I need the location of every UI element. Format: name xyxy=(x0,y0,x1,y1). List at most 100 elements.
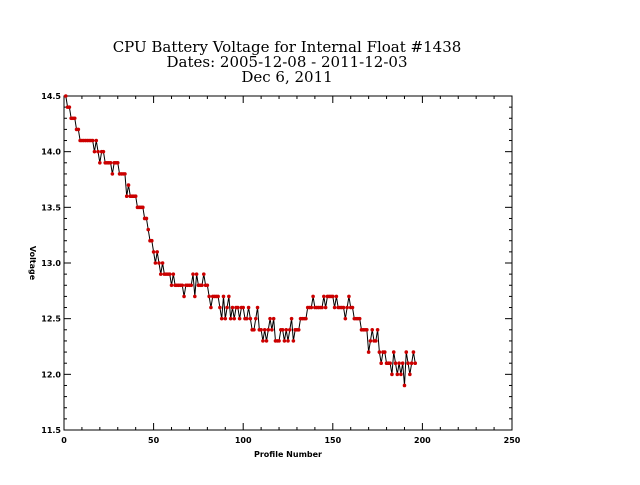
voltage-point xyxy=(151,250,156,254)
voltage-point xyxy=(158,272,163,276)
voltage-point xyxy=(377,350,382,354)
voltage-point xyxy=(72,116,77,121)
y-tick-label: 12.0 xyxy=(41,370,61,379)
voltage-point xyxy=(236,305,240,310)
voltage-point xyxy=(391,350,396,354)
voltage-point xyxy=(409,361,414,366)
voltage-point xyxy=(404,350,409,354)
voltage-point xyxy=(167,272,172,276)
voltage-point xyxy=(365,328,369,332)
voltage-point xyxy=(280,328,285,332)
voltage-point xyxy=(123,172,127,176)
voltage-point xyxy=(76,127,81,132)
voltage-point xyxy=(408,372,412,377)
x-axis-label: Profile Number xyxy=(254,450,322,459)
voltage-point xyxy=(284,328,289,332)
voltage-point xyxy=(341,305,346,310)
voltage-point xyxy=(246,305,251,310)
chart-title-line-1: CPU Battery Voltage for Internal Float #… xyxy=(113,38,462,56)
voltage-point xyxy=(232,316,237,321)
voltage-point xyxy=(379,361,383,366)
y-tick-label: 13.5 xyxy=(41,203,61,212)
voltage-point xyxy=(357,316,362,321)
y-axis-ticks: 11.5 12.0 12.5 13.0 13.5 14.0 14.5 xyxy=(41,92,512,435)
voltage-point xyxy=(90,138,95,143)
voltage-point xyxy=(200,283,204,288)
voltage-point xyxy=(266,328,271,332)
chart-title-line-2: Dates: 2005-12-08 - 2011-12-03 xyxy=(167,53,408,71)
voltage-point xyxy=(399,372,403,377)
voltage-point xyxy=(406,361,410,366)
voltage-point xyxy=(201,272,206,276)
voltage-point xyxy=(194,272,199,276)
voltage-point xyxy=(395,372,400,377)
voltage-point xyxy=(262,328,267,332)
voltage-point xyxy=(332,305,337,310)
voltage-point xyxy=(171,272,176,276)
voltage-point xyxy=(146,227,151,232)
voltage-point xyxy=(268,316,272,321)
voltage-point xyxy=(153,261,158,265)
voltage-point xyxy=(157,261,161,265)
voltage-point xyxy=(150,238,154,243)
voltage-point xyxy=(241,305,245,310)
voltage-point xyxy=(144,216,149,221)
x-tick-label: 100 xyxy=(235,436,252,445)
y-tick-label: 11.5 xyxy=(41,426,61,435)
x-tick-label: 50 xyxy=(148,436,160,445)
voltage-point xyxy=(320,305,324,310)
voltage-point xyxy=(270,328,274,332)
voltage-point xyxy=(205,283,210,288)
voltage-point xyxy=(228,316,233,321)
voltage-point xyxy=(311,294,315,299)
voltage-point xyxy=(189,283,194,288)
voltage-point xyxy=(248,316,253,321)
chart-title-line-3: Dec 6, 2011 xyxy=(241,68,332,86)
voltage-point xyxy=(343,316,348,321)
voltage-point xyxy=(180,283,185,288)
voltage-point xyxy=(261,339,265,343)
voltage-point xyxy=(182,294,186,299)
voltage-point xyxy=(218,305,222,310)
y-tick-label: 14.5 xyxy=(41,92,61,101)
voltage-point xyxy=(63,94,68,98)
voltage-point xyxy=(237,316,242,321)
voltage-point xyxy=(413,361,418,366)
voltage-point xyxy=(209,305,213,310)
voltage-point xyxy=(253,316,258,321)
voltage-point xyxy=(388,361,392,366)
voltage-point xyxy=(382,350,387,354)
y-tick-label: 13.0 xyxy=(41,259,61,268)
voltage-point xyxy=(411,350,416,354)
voltage-point xyxy=(393,361,398,366)
voltage-series xyxy=(63,94,418,388)
plot-frame xyxy=(63,95,513,431)
voltage-point xyxy=(400,361,405,366)
voltage-point xyxy=(334,294,339,299)
voltage-point xyxy=(193,294,197,299)
voltage-point xyxy=(115,161,120,165)
x-tick-label: 0 xyxy=(61,436,67,445)
voltage-point xyxy=(370,328,375,332)
voltage-point xyxy=(221,294,226,299)
voltage-point xyxy=(219,316,224,321)
voltage-point xyxy=(230,305,235,310)
voltage-point xyxy=(277,339,281,343)
voltage-point xyxy=(323,305,328,310)
voltage-point xyxy=(271,316,276,321)
voltage-point xyxy=(98,161,102,165)
voltage-point xyxy=(96,149,100,154)
voltage-point xyxy=(347,294,351,299)
voltage-point xyxy=(264,339,269,343)
voltage-point xyxy=(259,328,263,332)
voltage-point xyxy=(296,328,301,332)
voltage-point xyxy=(286,339,290,343)
voltage-line xyxy=(65,95,416,386)
voltage-point xyxy=(227,294,231,299)
voltage-point xyxy=(366,350,371,354)
voltage-point xyxy=(350,305,355,310)
voltage-point xyxy=(397,361,401,366)
voltage-point xyxy=(390,372,394,377)
voltage-point xyxy=(108,161,113,165)
voltage-point xyxy=(223,316,228,321)
